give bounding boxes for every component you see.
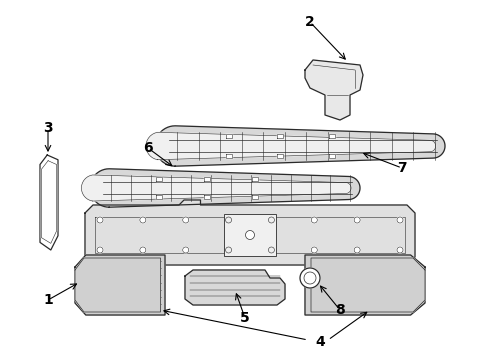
Circle shape — [269, 217, 274, 223]
Text: 8: 8 — [335, 303, 345, 317]
Circle shape — [269, 247, 274, 253]
Circle shape — [140, 217, 146, 223]
Circle shape — [354, 217, 360, 223]
Polygon shape — [329, 134, 335, 139]
Polygon shape — [204, 177, 210, 181]
Polygon shape — [226, 134, 232, 139]
Polygon shape — [146, 132, 436, 160]
Circle shape — [225, 217, 232, 223]
Polygon shape — [42, 161, 56, 243]
Text: 4: 4 — [315, 335, 325, 349]
Text: 2: 2 — [305, 15, 315, 29]
Polygon shape — [305, 255, 425, 315]
Circle shape — [183, 247, 189, 253]
Polygon shape — [75, 258, 161, 312]
Circle shape — [245, 230, 254, 239]
Bar — [223, 214, 276, 256]
Polygon shape — [155, 126, 445, 166]
Polygon shape — [185, 270, 285, 305]
Circle shape — [354, 247, 360, 253]
Polygon shape — [305, 60, 363, 120]
Polygon shape — [156, 177, 162, 181]
Text: 5: 5 — [240, 311, 250, 325]
Polygon shape — [85, 200, 415, 265]
Circle shape — [397, 217, 403, 223]
Polygon shape — [252, 177, 258, 181]
Circle shape — [304, 272, 316, 284]
Circle shape — [300, 268, 320, 288]
Polygon shape — [95, 217, 405, 253]
Circle shape — [311, 247, 318, 253]
Text: 3: 3 — [43, 121, 53, 135]
Text: 6: 6 — [143, 141, 153, 155]
Polygon shape — [311, 258, 425, 312]
Text: 1: 1 — [43, 293, 53, 307]
Polygon shape — [226, 154, 232, 158]
Polygon shape — [75, 255, 165, 315]
Circle shape — [140, 247, 146, 253]
Polygon shape — [329, 154, 335, 158]
Polygon shape — [252, 195, 258, 199]
Circle shape — [97, 247, 103, 253]
Circle shape — [183, 217, 189, 223]
Polygon shape — [40, 155, 58, 250]
Polygon shape — [156, 195, 162, 199]
Polygon shape — [277, 154, 283, 158]
Circle shape — [397, 247, 403, 253]
Circle shape — [225, 247, 232, 253]
Polygon shape — [90, 169, 360, 207]
Text: 7: 7 — [397, 161, 407, 175]
Polygon shape — [277, 134, 283, 139]
Circle shape — [97, 217, 103, 223]
Circle shape — [311, 217, 318, 223]
Polygon shape — [204, 195, 210, 199]
Polygon shape — [81, 175, 351, 201]
